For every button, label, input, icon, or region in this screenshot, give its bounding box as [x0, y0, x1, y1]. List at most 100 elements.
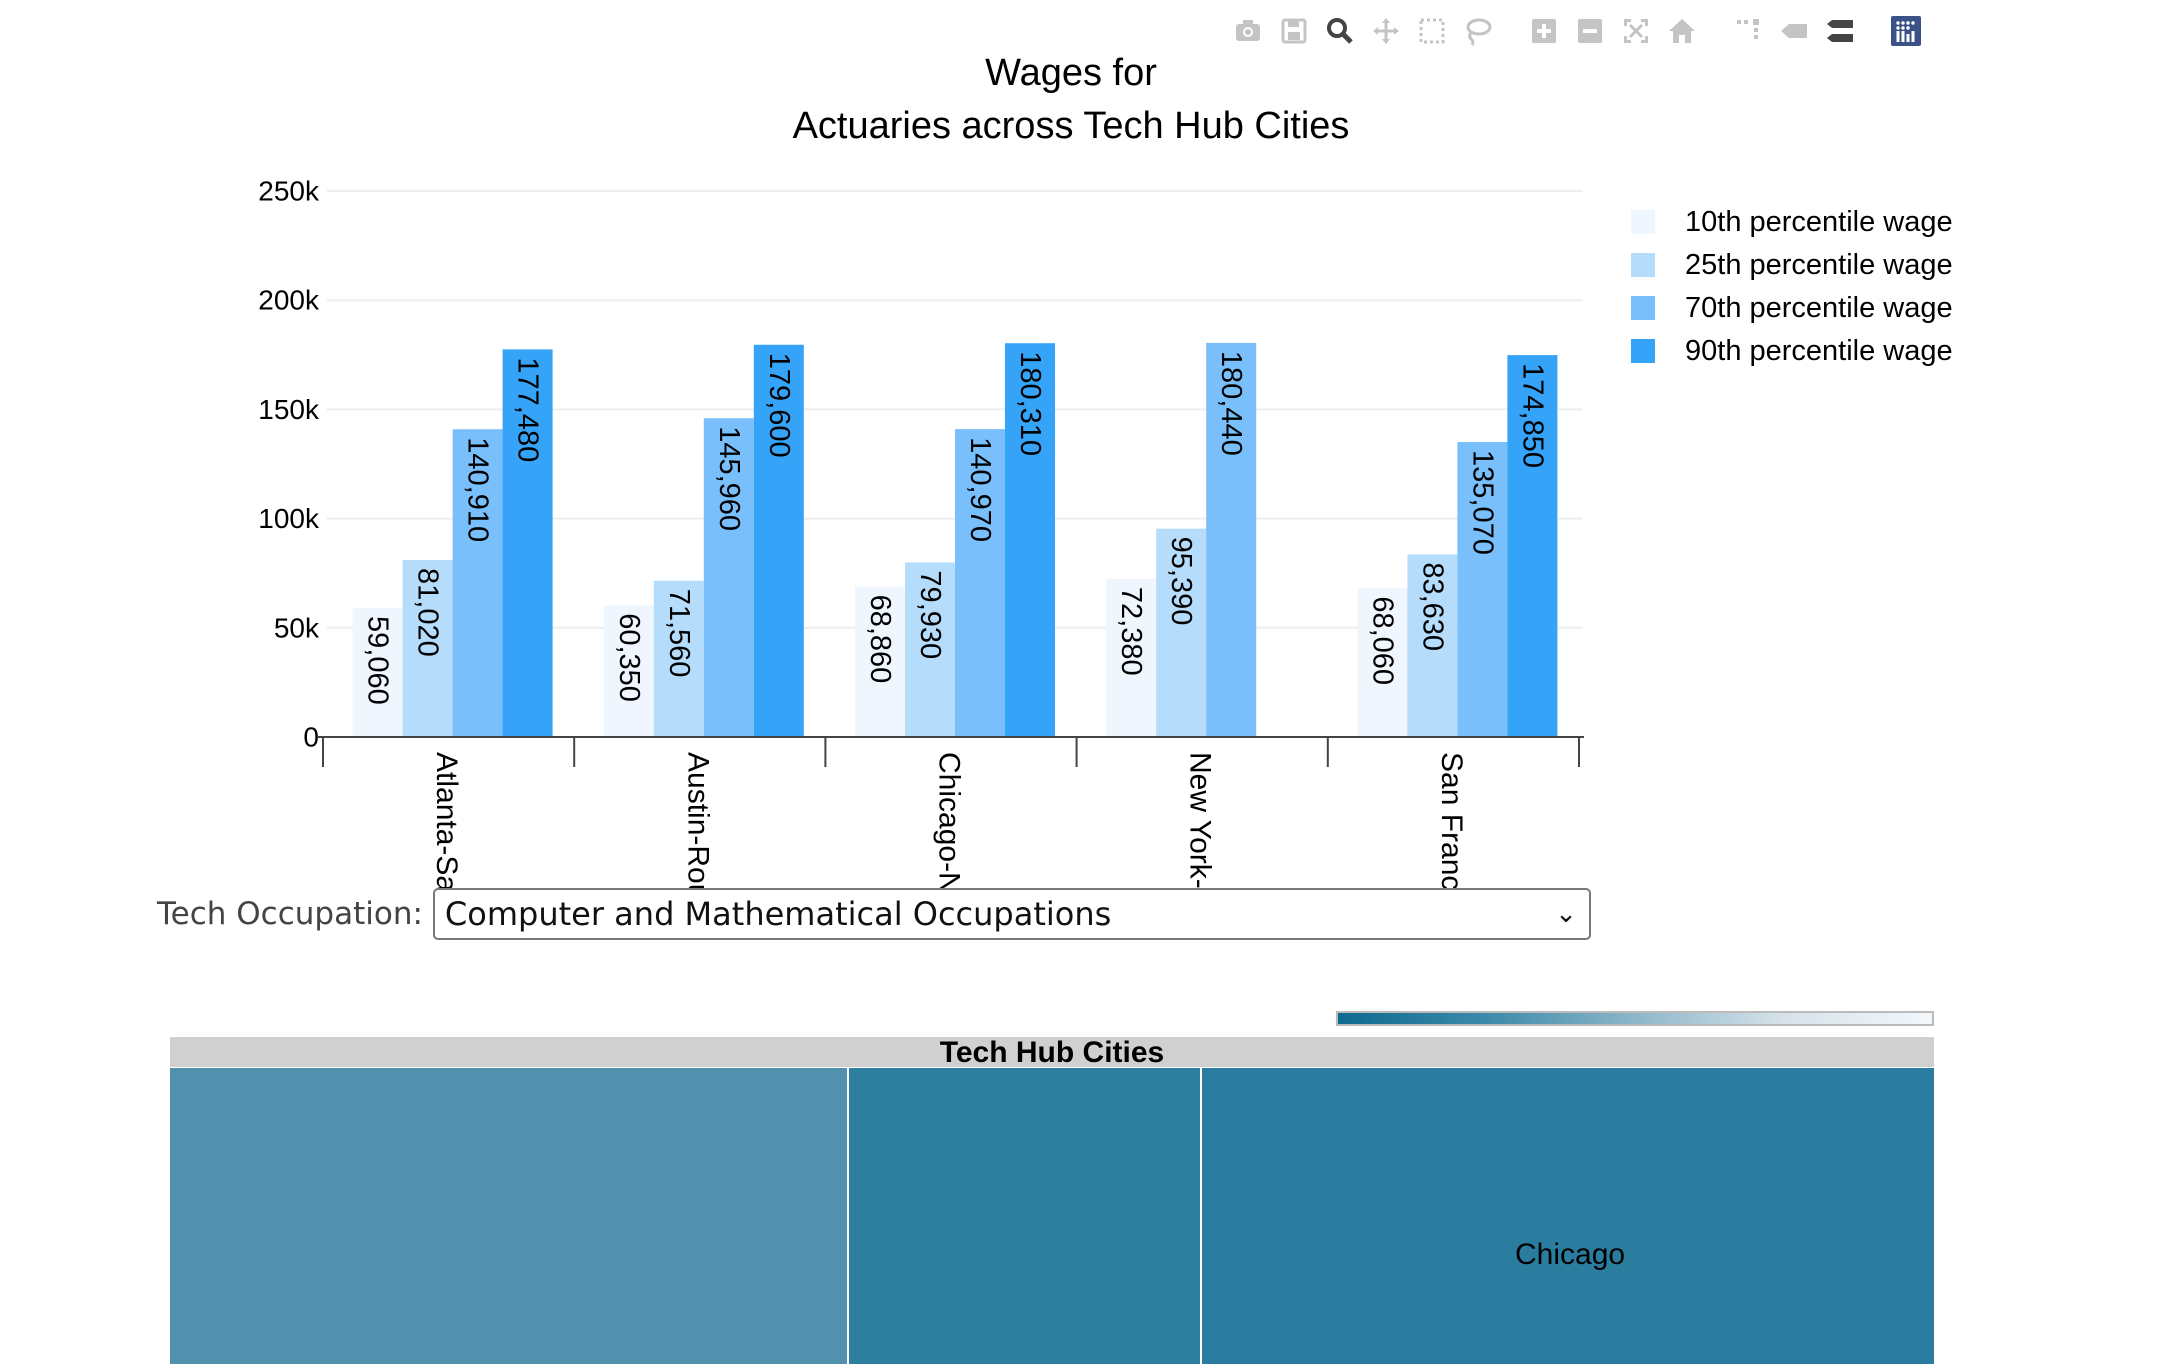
y-tick-label: 100k	[258, 503, 320, 534]
y-tick-label: 150k	[258, 394, 320, 425]
x-tick-label: Austin-Rour	[681, 752, 714, 890]
pan-button[interactable]	[1363, 11, 1409, 51]
occupation-controls: Tech Occupation: Computer and Mathematic…	[157, 888, 1591, 940]
bar[interactable]	[653, 580, 704, 737]
legend-item-label[interactable]: 70th percentile wage	[1685, 292, 1953, 324]
hover-compare-icon	[1827, 20, 1853, 42]
legend-item-label[interactable]: 25th percentile wage	[1685, 249, 1953, 281]
x-tick-labels: Atlanta-San Austin-Rour Chicago-Na New York…	[430, 752, 1468, 890]
zoom-icon	[1327, 18, 1353, 44]
treemap-tile-chicago[interactable]: Chicago	[1202, 1068, 1934, 1364]
bar[interactable]	[955, 429, 1005, 737]
hover-closest-button[interactable]	[1771, 11, 1817, 51]
treemap: Tech Hub Cities Chicago	[170, 1037, 1934, 1364]
camera-button[interactable]	[1225, 11, 1271, 51]
legend-swatch[interactable]	[1631, 210, 1655, 234]
bar[interactable]	[352, 608, 403, 737]
camera-icon	[1236, 20, 1260, 41]
bar-chart: 59,060 60,350 68,860 72,380 68,060 81,020 71,5…	[258, 52, 1953, 890]
lasso-select-icon	[1466, 18, 1492, 46]
chart-title-line: Actuaries across Tech Hub Cities	[793, 105, 1350, 147]
bar-value-label: 72,380	[1115, 587, 1147, 676]
bar-value-label: 140,910	[462, 437, 494, 542]
zoom-in-button[interactable]	[1521, 11, 1567, 51]
bar-value-label: 180,440	[1215, 351, 1247, 456]
bar-value-label: 71,560	[663, 589, 695, 678]
spikelines-icon	[1737, 19, 1759, 39]
plotly-logo-icon	[1891, 16, 1921, 46]
x-tick-label: Chicago-Na	[933, 752, 966, 890]
bar-value-label: 60,350	[613, 613, 645, 702]
legend-swatch[interactable]	[1631, 339, 1655, 363]
chart-legend[interactable]: 10th percentile wage 25th percentile wage…	[1631, 206, 1953, 367]
zoom-out-icon	[1578, 19, 1602, 43]
bar[interactable]	[1407, 554, 1458, 737]
bar-value-label: 179,600	[763, 353, 795, 458]
bar[interactable]	[603, 605, 654, 737]
bar[interactable]	[703, 418, 754, 737]
chart-bars[interactable]: 59,060 60,350 68,860 72,380 68,060 81,020 71,5…	[352, 342, 1558, 737]
bar-value-label: 177,480	[512, 357, 544, 462]
save-button[interactable]	[1271, 11, 1317, 51]
y-tick-label: 0	[303, 722, 319, 753]
bar-value-label: 145,960	[713, 426, 745, 531]
bar[interactable]	[1156, 528, 1207, 737]
treemap-tile[interactable]	[170, 1068, 847, 1364]
bar-value-label: 81,020	[412, 568, 444, 657]
box-select-icon	[1419, 18, 1445, 44]
legend-swatch[interactable]	[1631, 296, 1655, 320]
occupation-label: Tech Occupation:	[157, 896, 423, 932]
bar[interactable]	[1206, 342, 1257, 737]
bar[interactable]	[1457, 442, 1508, 737]
bar[interactable]	[1507, 355, 1558, 737]
spikelines-button[interactable]	[1725, 11, 1771, 51]
bar[interactable]	[502, 349, 553, 737]
hover-compare-button[interactable]	[1817, 11, 1863, 51]
box-select-button[interactable]	[1409, 11, 1455, 51]
y-tick-label: 250k	[258, 176, 320, 207]
chevron-down-icon: ⌄	[1555, 899, 1577, 929]
bar[interactable]	[855, 586, 905, 737]
home-button[interactable]	[1659, 11, 1705, 51]
bar-value-label: 95,390	[1165, 537, 1197, 626]
zoom-button[interactable]	[1317, 11, 1363, 51]
autoscale-button[interactable]	[1613, 11, 1659, 51]
bar[interactable]	[1357, 588, 1408, 737]
bar-value-label: 68,060	[1366, 596, 1398, 685]
bar-value-label: 174,850	[1516, 363, 1548, 468]
treemap-colorbar	[1336, 1011, 1934, 1026]
occupation-select[interactable]: Computer and Mathematical Occupations ⌄	[432, 888, 1591, 940]
bar-value-label: 59,060	[362, 616, 394, 705]
bar-value-label: 83,630	[1416, 562, 1448, 651]
chart-title: Wages for Actuaries across Tech Hub Citie…	[793, 52, 1350, 147]
treemap-root-header[interactable]: Tech Hub Cities	[170, 1037, 1934, 1068]
bar[interactable]	[1005, 343, 1055, 737]
bar-value-label: 68,860	[864, 595, 896, 684]
y-tick-label: 50k	[274, 612, 320, 643]
bar[interactable]	[905, 562, 955, 737]
hover-closest-icon	[1781, 24, 1807, 38]
bar[interactable]	[1106, 578, 1157, 737]
y-tick-label: 200k	[258, 285, 320, 316]
legend-item-label[interactable]: 10th percentile wage	[1685, 206, 1953, 238]
legend-item-label[interactable]: 90th percentile wage	[1685, 335, 1953, 367]
zoom-in-icon	[1532, 19, 1556, 43]
save-icon	[1281, 18, 1307, 44]
legend-swatch[interactable]	[1631, 253, 1655, 277]
chart-axes: 0 50k 100k 150k 200k 250k Atlanta-San Austin-Ro…	[258, 176, 1584, 890]
bar-value-label: 140,970	[964, 437, 996, 542]
x-tick-label: New York-N	[1184, 752, 1217, 890]
treemap-tile-label: Chicago	[1515, 1238, 1626, 1271]
plotly-logo-button[interactable]	[1883, 11, 1929, 51]
treemap-tile[interactable]	[849, 1068, 1200, 1364]
bar-value-label: 180,310	[1014, 351, 1046, 456]
bar-value-label: 79,930	[914, 570, 946, 659]
lasso-select-button[interactable]	[1455, 11, 1501, 51]
x-tick-label: San Francis	[1435, 752, 1468, 890]
bar[interactable]	[452, 429, 503, 737]
bar[interactable]	[402, 560, 453, 737]
bar[interactable]	[753, 344, 804, 737]
zoom-out-button[interactable]	[1567, 11, 1613, 51]
pan-icon	[1373, 18, 1399, 44]
occupation-selected-value: Computer and Mathematical Occupations	[444, 895, 1112, 933]
